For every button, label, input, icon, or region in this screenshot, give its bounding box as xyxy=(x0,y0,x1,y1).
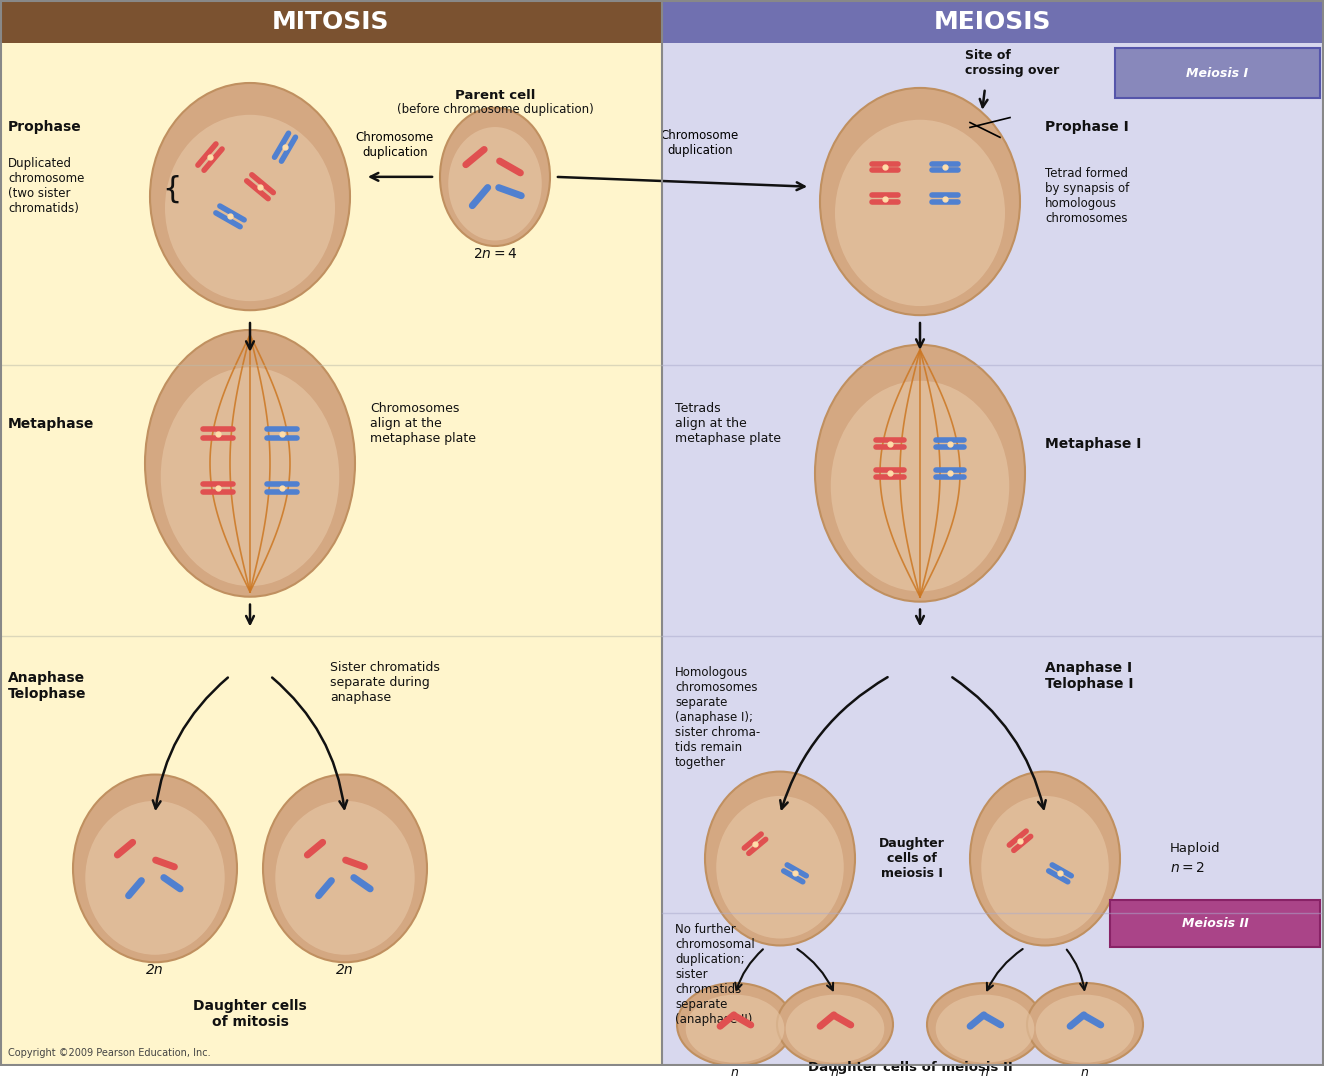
Text: Daughter
cells of
meiosis I: Daughter cells of meiosis I xyxy=(879,837,945,880)
Ellipse shape xyxy=(146,330,355,597)
Ellipse shape xyxy=(835,120,1005,306)
Text: 2n: 2n xyxy=(336,964,354,978)
Text: Metaphase I: Metaphase I xyxy=(1045,437,1141,451)
Text: MITOSIS: MITOSIS xyxy=(273,10,389,33)
Text: No further
chromosomal
duplication;
sister
chromatids
separate
(anaphase II): No further chromosomal duplication; sist… xyxy=(675,923,755,1026)
Ellipse shape xyxy=(830,381,1009,591)
Text: Prophase I: Prophase I xyxy=(1045,121,1129,135)
Text: $n$: $n$ xyxy=(981,1066,989,1079)
Text: Homologous
chromosomes
separate
(anaphase I);
sister chroma-
tids remain
togethe: Homologous chromosomes separate (anaphas… xyxy=(675,666,760,769)
Text: Daughter cells
of mitosis: Daughter cells of mitosis xyxy=(193,999,307,1029)
Text: Tetrads
align at the
metaphase plate: Tetrads align at the metaphase plate xyxy=(675,402,781,446)
Text: Tetrad formed
by synapsis of
homologous
chromosomes: Tetrad formed by synapsis of homologous … xyxy=(1045,167,1129,224)
Text: Prophase: Prophase xyxy=(8,121,82,135)
Text: Meiosis II: Meiosis II xyxy=(1181,917,1249,930)
Text: Anaphase I
Telophase I: Anaphase I Telophase I xyxy=(1045,661,1133,692)
Ellipse shape xyxy=(777,983,892,1066)
Ellipse shape xyxy=(927,983,1043,1066)
Ellipse shape xyxy=(820,87,1019,315)
FancyBboxPatch shape xyxy=(662,0,1324,1066)
Text: $n$: $n$ xyxy=(1080,1066,1090,1079)
Text: {: { xyxy=(163,174,181,203)
Text: Parent cell: Parent cell xyxy=(455,90,535,103)
Ellipse shape xyxy=(970,771,1120,945)
Text: Site of
crossing over: Site of crossing over xyxy=(965,50,1059,78)
Ellipse shape xyxy=(1027,983,1143,1066)
Text: Anaphase
Telophase: Anaphase Telophase xyxy=(8,671,86,701)
Text: Daughter cells of meiosis II: Daughter cells of meiosis II xyxy=(808,1061,1013,1074)
FancyBboxPatch shape xyxy=(0,0,662,1066)
Text: Meiosis I: Meiosis I xyxy=(1186,67,1249,80)
Ellipse shape xyxy=(150,83,350,311)
Text: Chromosomes
align at the
metaphase plate: Chromosomes align at the metaphase plate xyxy=(369,402,477,446)
Text: Haploid: Haploid xyxy=(1170,842,1221,856)
Ellipse shape xyxy=(73,775,237,962)
FancyBboxPatch shape xyxy=(1110,900,1320,947)
Text: Chromosome
duplication: Chromosome duplication xyxy=(661,129,739,158)
Text: $n$: $n$ xyxy=(830,1066,839,1079)
Ellipse shape xyxy=(440,108,549,246)
Text: Metaphase: Metaphase xyxy=(8,416,94,431)
Ellipse shape xyxy=(936,995,1034,1063)
Ellipse shape xyxy=(816,345,1025,602)
Text: MEIOSIS: MEIOSIS xyxy=(935,10,1051,33)
Ellipse shape xyxy=(160,367,339,586)
Ellipse shape xyxy=(677,983,793,1066)
Text: Duplicated
chromosome
(two sister
chromatids): Duplicated chromosome (two sister chroma… xyxy=(8,158,85,215)
Ellipse shape xyxy=(686,995,784,1063)
Text: (before chromosome duplication): (before chromosome duplication) xyxy=(397,104,593,117)
Text: Sister chromatids
separate during
anaphase: Sister chromatids separate during anapha… xyxy=(330,661,440,704)
Text: $n = 2$: $n = 2$ xyxy=(1170,861,1205,875)
Text: Chromosome
duplication: Chromosome duplication xyxy=(356,131,434,159)
Ellipse shape xyxy=(275,801,414,955)
Ellipse shape xyxy=(785,995,884,1063)
Text: Copyright ©2009 Pearson Education, Inc.: Copyright ©2009 Pearson Education, Inc. xyxy=(8,1048,211,1058)
Text: $2n = 4$: $2n = 4$ xyxy=(473,247,518,261)
FancyBboxPatch shape xyxy=(1115,49,1320,98)
Ellipse shape xyxy=(981,796,1108,939)
Ellipse shape xyxy=(449,127,542,241)
FancyBboxPatch shape xyxy=(0,0,662,43)
Ellipse shape xyxy=(1035,995,1135,1063)
Ellipse shape xyxy=(263,775,428,962)
Text: $n$: $n$ xyxy=(731,1066,740,1079)
Text: 2n: 2n xyxy=(146,964,164,978)
Ellipse shape xyxy=(716,796,843,939)
Ellipse shape xyxy=(166,114,335,301)
FancyBboxPatch shape xyxy=(662,0,1324,43)
Ellipse shape xyxy=(85,801,225,955)
Ellipse shape xyxy=(704,771,855,945)
